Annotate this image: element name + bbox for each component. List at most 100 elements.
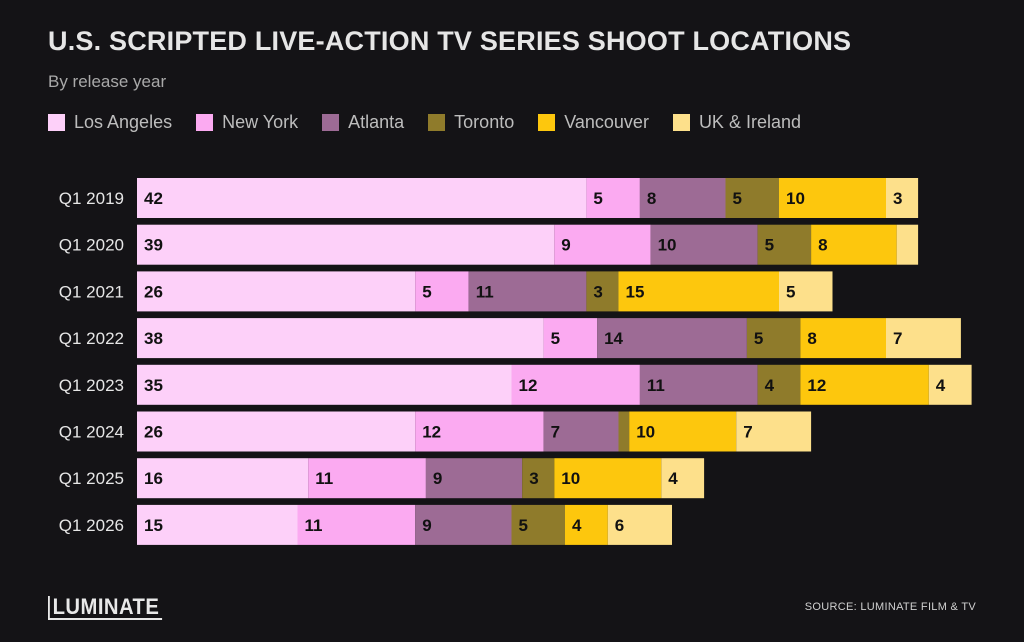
bar-segment <box>779 271 833 312</box>
data-label: 26 <box>144 423 163 442</box>
data-label: 11 <box>647 376 665 395</box>
legend-label: Los Angeles <box>74 112 173 132</box>
data-label: 12 <box>422 423 441 442</box>
bar-segment <box>308 458 426 499</box>
data-label: 14 <box>604 329 623 348</box>
bar-segment <box>746 318 801 359</box>
data-label: 5 <box>551 329 560 348</box>
bar-segment <box>597 318 747 359</box>
bar-segment <box>736 411 812 452</box>
legend-item: Atlanta <box>322 112 404 133</box>
data-label: 5 <box>765 236 774 255</box>
bar-segment <box>779 178 886 218</box>
luminate-logo: LUMINATE <box>48 596 163 620</box>
bar-segment <box>757 364 801 405</box>
data-label: 11 <box>476 282 494 301</box>
data-label: 4 <box>572 516 582 535</box>
bar-segment <box>137 504 298 545</box>
bar-segment <box>415 271 469 312</box>
legend-label: UK & Ireland <box>698 112 801 132</box>
legend-label: New York <box>222 112 299 132</box>
data-label: 16 <box>144 469 163 488</box>
category-label: Q1 2021 <box>59 282 124 301</box>
data-label: 8 <box>818 236 827 255</box>
bar-segment <box>297 504 416 545</box>
bar-segment <box>639 364 758 405</box>
bar-segment <box>800 364 929 405</box>
data-label: 7 <box>893 329 902 348</box>
bar-segment <box>618 271 779 312</box>
data-label: 42 <box>144 189 163 208</box>
source-note: SOURCE: LUMINATE FILM & TV <box>804 601 976 613</box>
legend-label: Vancouver <box>564 112 649 132</box>
bar-segment <box>137 271 416 312</box>
data-label: 5 <box>754 329 763 348</box>
data-label: 9 <box>422 516 431 535</box>
data-label: 11 <box>305 516 323 535</box>
bar-segment <box>886 318 961 359</box>
data-label: 8 <box>807 329 816 348</box>
data-label: 5 <box>786 282 795 301</box>
data-label: 26 <box>144 282 163 301</box>
category-label: Q1 2020 <box>59 236 124 255</box>
legend-swatch <box>538 114 556 131</box>
data-label: 15 <box>144 516 163 535</box>
legend-swatch <box>48 114 65 131</box>
bar-segment <box>800 318 886 359</box>
data-label: 38 <box>144 329 163 348</box>
data-label: 5 <box>422 282 431 301</box>
data-label: 12 <box>519 376 538 395</box>
bar-segment <box>415 411 544 452</box>
bar-segment <box>896 224 919 265</box>
bar-segment <box>565 504 608 545</box>
legend-item: Vancouver <box>538 112 649 133</box>
data-label: 4 <box>668 469 678 488</box>
data-label: 7 <box>743 423 752 442</box>
data-label: 12 <box>807 376 826 395</box>
legend-item: Toronto <box>428 112 514 133</box>
bar-segment <box>522 458 555 499</box>
bar-segment <box>137 178 587 218</box>
legend: Los Angeles New York Atlanta Toronto Vancouv… <box>48 112 825 133</box>
legend-swatch <box>428 114 446 131</box>
data-label: 8 <box>647 189 656 208</box>
data-label: 9 <box>561 236 570 255</box>
bar-segment <box>886 178 919 218</box>
bar-segment <box>137 224 555 265</box>
bar-segment <box>928 364 972 405</box>
category-label: Q1 2026 <box>59 516 124 535</box>
data-label: 3 <box>893 189 902 208</box>
legend-swatch <box>322 114 340 131</box>
chart-subtitle: By release year <box>48 72 167 91</box>
chart-title: U.S. SCRIPTED LIVE-ACTION TV SERIES SHOO… <box>48 26 852 56</box>
bar-segment <box>661 458 705 499</box>
category-label: Q1 2022 <box>59 329 124 348</box>
data-label: 7 <box>551 423 560 442</box>
category-label: Q1 2025 <box>59 469 124 488</box>
data-label: 35 <box>144 376 163 395</box>
bar-segment <box>639 178 726 218</box>
bar-segment <box>725 178 779 218</box>
bar-segment <box>511 504 565 545</box>
bar-segment <box>757 224 812 265</box>
category-label: Q1 2023 <box>59 376 124 395</box>
bar-segment <box>811 224 897 265</box>
bar-segment <box>468 271 587 312</box>
data-label: 6 <box>615 516 624 535</box>
data-label: 3 <box>593 282 602 301</box>
bar-segment <box>543 411 619 452</box>
bar-segment <box>511 364 640 405</box>
data-label: 10 <box>786 189 805 208</box>
legend-item: Los Angeles <box>48 112 172 133</box>
category-label: Q1 2024 <box>59 423 124 442</box>
data-label: 9 <box>433 469 442 488</box>
data-label: 11 <box>315 469 333 488</box>
bar-segment <box>618 411 630 452</box>
legend-swatch <box>672 114 690 131</box>
data-label: 10 <box>636 423 655 442</box>
bar-segment <box>554 458 662 499</box>
bar-segment <box>586 271 619 312</box>
bar-segment <box>650 224 758 265</box>
bar-segment <box>425 458 523 499</box>
